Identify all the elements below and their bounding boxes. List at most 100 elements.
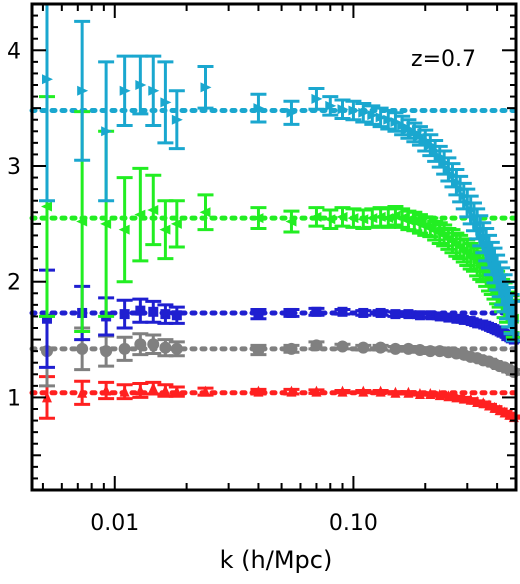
data-point (119, 309, 130, 320)
data-point (159, 341, 172, 354)
data-point (403, 123, 415, 134)
data-point (311, 306, 322, 317)
series (38, 375, 520, 423)
data-point (135, 384, 146, 396)
data-point (170, 342, 183, 355)
data-point (119, 85, 131, 96)
data-point (311, 385, 322, 397)
data-point (325, 100, 337, 111)
data-point (118, 224, 130, 235)
data-point (170, 218, 182, 229)
data-point (286, 107, 298, 118)
data-point (160, 309, 171, 320)
data-point (159, 224, 171, 235)
data-point (366, 213, 378, 224)
data-point (171, 385, 182, 397)
redshift-annotation: z=0.7 (411, 47, 476, 72)
data-point (171, 310, 182, 321)
data-point (348, 105, 360, 116)
data-point (200, 82, 212, 93)
series (38, 314, 520, 388)
data-point (402, 215, 414, 226)
y-tick-label: 1 (7, 386, 21, 411)
data-point (135, 80, 147, 90)
data-point (77, 386, 88, 398)
data-point (390, 117, 402, 128)
data-point (41, 313, 52, 324)
data-point (337, 306, 348, 317)
y-tick-labels: 1 2 3 4 (7, 39, 21, 411)
data-point (375, 307, 386, 318)
data-point (507, 365, 520, 378)
data-point (347, 213, 359, 224)
data-point (310, 339, 323, 352)
data-point (367, 110, 379, 121)
data-point (118, 342, 131, 355)
data-point (76, 342, 89, 355)
data-point (285, 216, 297, 227)
data-point (383, 114, 395, 125)
data-point (358, 385, 369, 397)
data-point (286, 307, 297, 318)
data-point (425, 310, 436, 321)
x-tick-label: 0.01 (90, 511, 139, 536)
data-point (336, 340, 349, 353)
data-point (336, 211, 348, 222)
x-tick-labels: 0.01 0.10 (90, 511, 378, 536)
data-point (148, 382, 159, 394)
data-point (374, 211, 386, 222)
data-point (397, 120, 409, 131)
data-point (389, 342, 402, 355)
data-series (38, 4, 520, 423)
data-point (101, 384, 112, 396)
data-point (41, 74, 53, 85)
data-point (134, 209, 146, 220)
data-point (253, 309, 264, 320)
data-point (337, 385, 348, 397)
data-point (148, 85, 160, 96)
data-point (310, 211, 322, 222)
data-point (253, 385, 264, 397)
series (38, 4, 520, 343)
data-point (252, 213, 264, 224)
data-point (160, 97, 172, 108)
data-point (357, 341, 370, 354)
data-point (285, 342, 298, 355)
data-point (358, 107, 370, 118)
data-point (148, 306, 159, 317)
x-axis-label: k (h/Mpc) (220, 546, 333, 574)
y-tick-label: 3 (7, 155, 21, 180)
data-point (147, 338, 160, 351)
data-point (40, 201, 52, 212)
data-point (76, 216, 88, 227)
x-tick-label: 0.10 (329, 511, 378, 536)
plot-frame (30, 2, 518, 492)
data-point (374, 341, 387, 354)
data-point (160, 384, 171, 396)
data-point (77, 85, 89, 96)
data-point (337, 104, 349, 115)
data-point (425, 140, 437, 151)
data-point (402, 342, 415, 355)
data-point (390, 309, 401, 320)
data-point (252, 343, 265, 356)
data-point (478, 232, 490, 243)
data-point (119, 385, 130, 397)
data-point (311, 93, 323, 104)
data-point (100, 218, 112, 229)
data-point (286, 385, 297, 397)
data-point (324, 214, 336, 225)
data-point (41, 391, 52, 403)
data-point (475, 225, 487, 236)
data-point (253, 103, 265, 114)
data-point (375, 385, 386, 397)
data-point (358, 307, 369, 318)
data-point (414, 310, 425, 321)
data-point (147, 204, 159, 215)
data-point (101, 126, 113, 137)
data-point (375, 112, 387, 123)
data-point (200, 385, 211, 397)
y-tick-label: 4 (7, 39, 21, 64)
data-point (403, 386, 414, 398)
